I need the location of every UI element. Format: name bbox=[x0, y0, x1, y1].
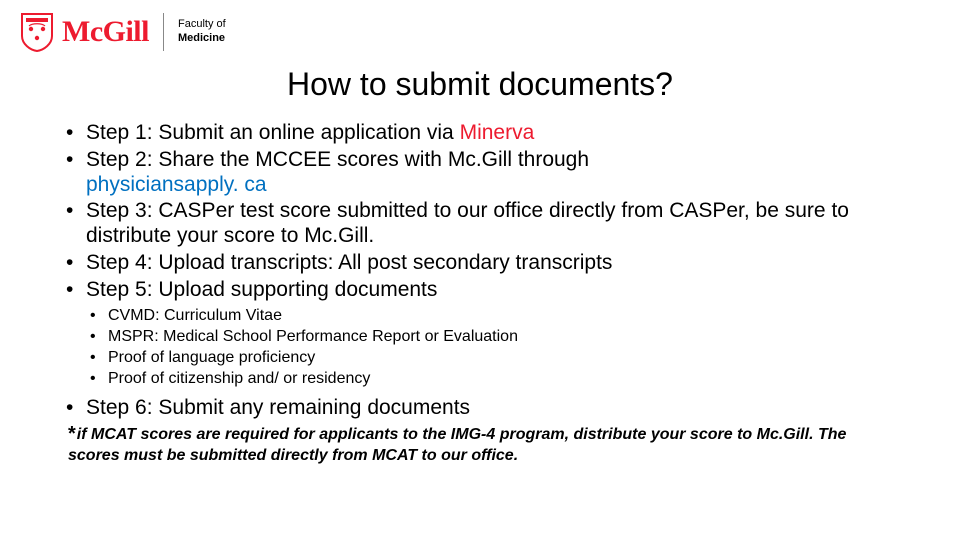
mcgill-logo: McGill bbox=[20, 12, 149, 52]
faculty-line2: Medicine bbox=[178, 32, 226, 46]
faculty-line1: Faculty of bbox=[178, 18, 226, 32]
sub-item: Proof of citizenship and/ or residency bbox=[62, 369, 898, 390]
sub-item: Proof of language proficiency bbox=[62, 348, 898, 369]
asterisk-icon: * bbox=[68, 423, 76, 445]
step-1-text: Step 1: Submit an online application via bbox=[86, 121, 460, 144]
minerva-link[interactable]: Minerva bbox=[460, 121, 535, 144]
header-divider bbox=[163, 13, 164, 51]
physiciansapply-link[interactable]: physiciansapply. ca bbox=[86, 173, 267, 196]
step-2-text: Step 2: Share the MCCEE scores with Mc.G… bbox=[86, 148, 589, 171]
faculty-label: Faculty of Medicine bbox=[178, 18, 226, 46]
shield-icon bbox=[20, 12, 54, 52]
steps-list-cont: Step 6: Submit any remaining documents bbox=[62, 396, 898, 421]
sub-item: CVMD: Curriculum Vitae bbox=[62, 306, 898, 327]
footnote-text: if MCAT scores are required for applican… bbox=[68, 426, 846, 464]
step-6: Step 6: Submit any remaining documents bbox=[62, 396, 898, 421]
supporting-docs-list: CVMD: Curriculum Vitae MSPR: Medical Sch… bbox=[62, 306, 898, 389]
slide-content: Step 1: Submit an online application via… bbox=[0, 121, 960, 466]
steps-list: Step 1: Submit an online application via… bbox=[62, 121, 898, 302]
slide-title: How to submit documents? bbox=[0, 66, 960, 103]
step-2: Step 2: Share the MCCEE scores with Mc.G… bbox=[62, 148, 898, 198]
step-1: Step 1: Submit an online application via… bbox=[62, 121, 898, 146]
slide-header: McGill Faculty of Medicine bbox=[0, 0, 960, 60]
brand-text: McGill bbox=[62, 15, 149, 49]
step-5: Step 5: Upload supporting documents bbox=[62, 278, 898, 303]
step-3: Step 3: CASPer test score submitted to o… bbox=[62, 199, 898, 249]
sub-item: MSPR: Medical School Performance Report … bbox=[62, 327, 898, 348]
step-4: Step 4: Upload transcripts: All post sec… bbox=[62, 251, 898, 276]
footnote: *if MCAT scores are required for applica… bbox=[62, 422, 898, 465]
